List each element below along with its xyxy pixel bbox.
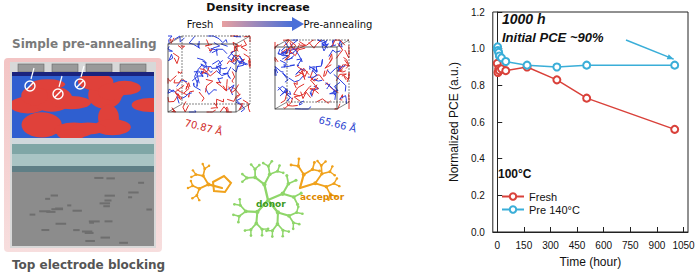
svg-text:acceptor: acceptor xyxy=(300,192,345,202)
svg-text:Fresh: Fresh xyxy=(529,191,557,203)
svg-text:Normalized PCE (a.u.): Normalized PCE (a.u.) xyxy=(447,62,461,182)
svg-text:1.0: 1.0 xyxy=(471,43,485,54)
svg-text:100°C: 100°C xyxy=(498,167,532,181)
svg-text:750: 750 xyxy=(622,240,639,251)
svg-text:450: 450 xyxy=(569,240,586,251)
svg-text:donor: donor xyxy=(256,199,286,209)
svg-text:0.4: 0.4 xyxy=(471,153,485,164)
svg-text:900: 900 xyxy=(649,240,666,251)
svg-text:300: 300 xyxy=(542,240,559,251)
svg-text:Pre 140°C: Pre 140°C xyxy=(529,204,580,216)
svg-text:1000 h: 1000 h xyxy=(502,11,546,27)
svg-text:150: 150 xyxy=(516,240,533,251)
svg-text:Pre-annealing: Pre-annealing xyxy=(304,19,373,30)
svg-text:0.0: 0.0 xyxy=(471,227,485,238)
svg-text:Initial PCE ~90%: Initial PCE ~90% xyxy=(502,30,604,45)
svg-text:Top electrode blocking: Top electrode blocking xyxy=(12,258,165,272)
svg-text:65.66 Å: 65.66 Å xyxy=(318,113,359,134)
svg-text:1050: 1050 xyxy=(672,240,695,251)
svg-text:Fresh: Fresh xyxy=(187,19,214,30)
svg-text:0.6: 0.6 xyxy=(471,117,485,128)
svg-text:0.2: 0.2 xyxy=(471,190,485,201)
svg-text:0.8: 0.8 xyxy=(471,80,485,91)
svg-text:Time (hour): Time (hour) xyxy=(560,255,622,269)
svg-text:70.87 Å: 70.87 Å xyxy=(184,116,225,137)
svg-text:Simple pre-annealing: Simple pre-annealing xyxy=(12,37,157,51)
svg-text:Density increase: Density increase xyxy=(206,1,309,14)
svg-text:600: 600 xyxy=(595,240,612,251)
svg-text:0: 0 xyxy=(494,240,500,251)
svg-text:1.2: 1.2 xyxy=(471,7,485,18)
